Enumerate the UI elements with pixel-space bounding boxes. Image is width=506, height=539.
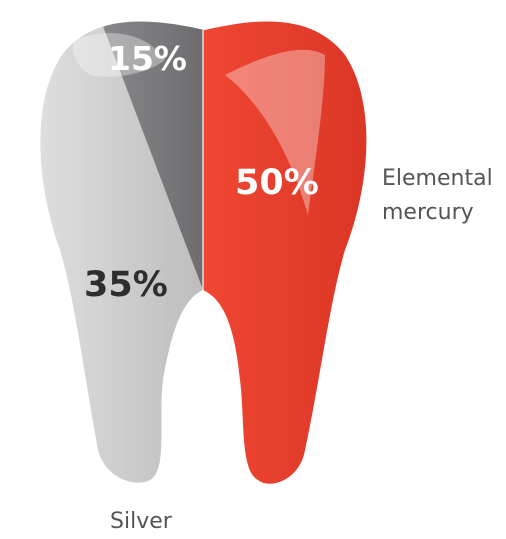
slice-other — [93, 21, 203, 290]
legend-silver: Silver — [110, 509, 172, 534]
slice-label-silver: 35% — [84, 265, 168, 305]
legend-mercury: Elemental mercury — [382, 162, 502, 230]
slice-label-mercury: 50% — [235, 163, 319, 203]
legend-mercury-line1: Elemental — [382, 166, 493, 191]
slice-label-other: 15% — [108, 39, 187, 78]
legend-mercury-line2: mercury — [382, 200, 474, 225]
highlight-left — [73, 32, 165, 77]
highlight-right — [225, 49, 325, 215]
